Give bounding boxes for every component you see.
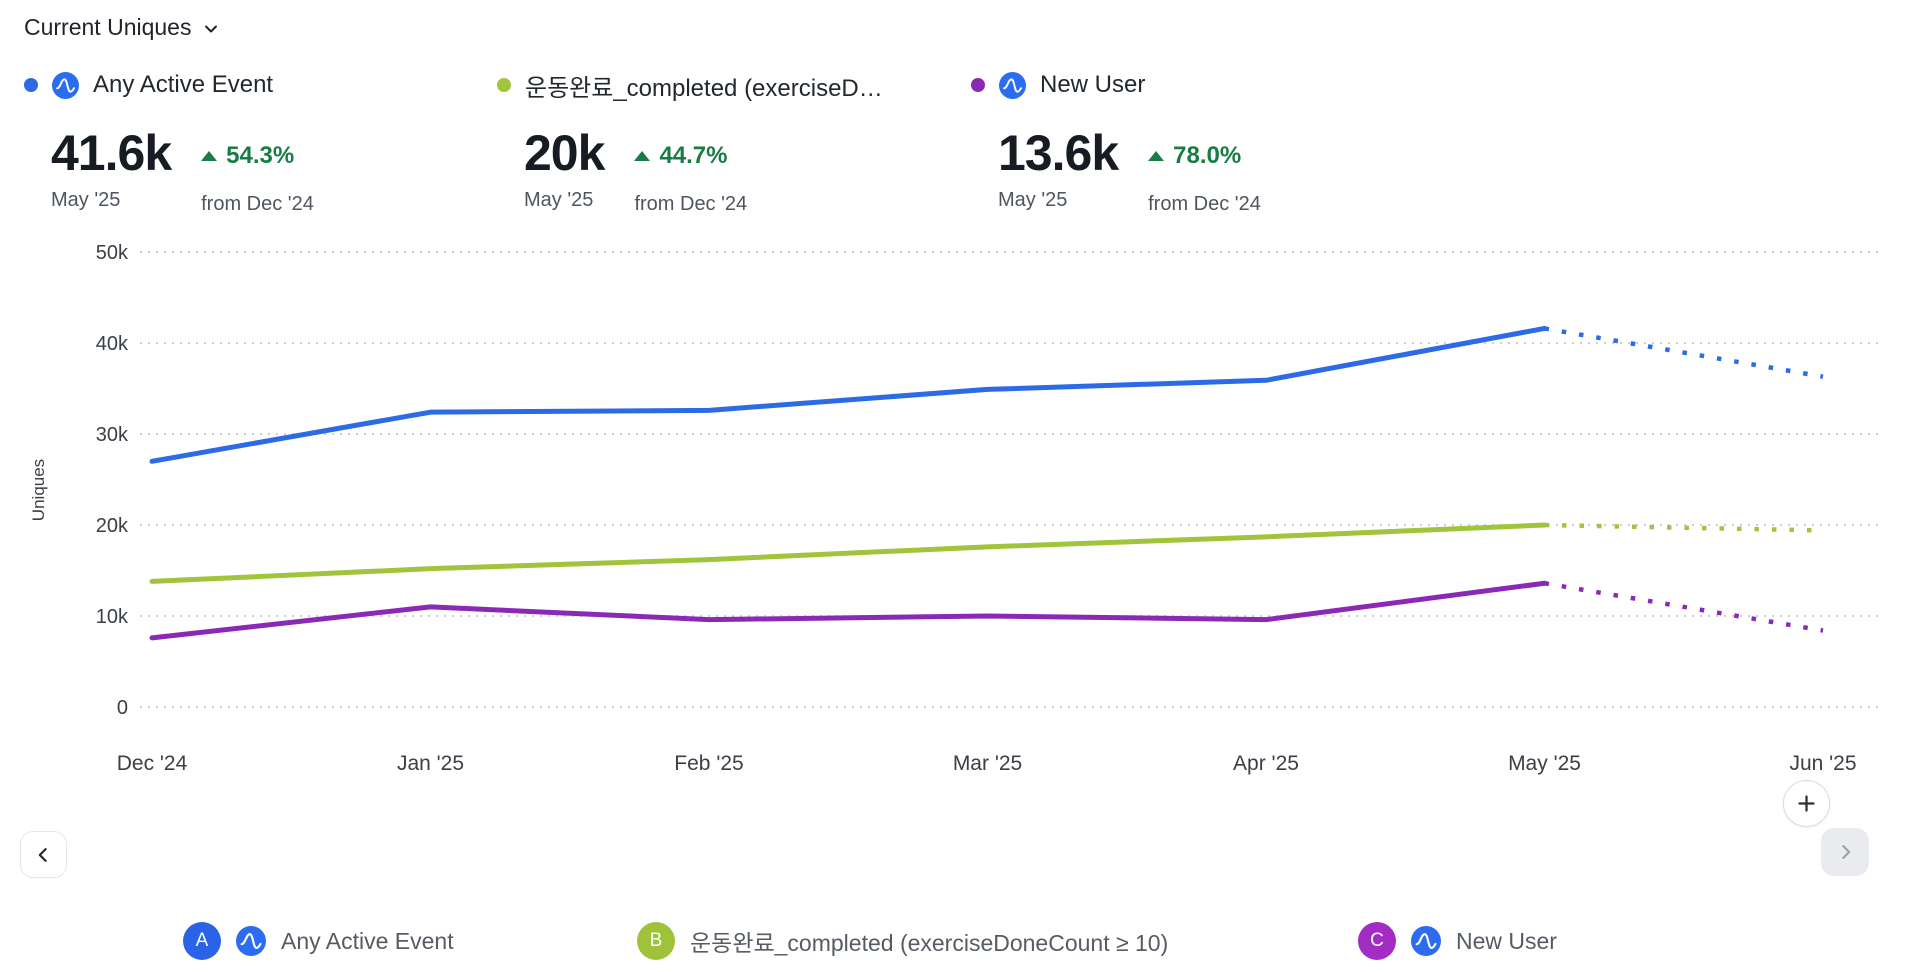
chevron-down-icon: [205, 25, 218, 33]
x-tick-label: Feb '25: [674, 752, 743, 775]
trend-up-icon: [1148, 151, 1165, 161]
metric-delta-value: 54.3%: [226, 142, 295, 169]
metric-delta: 54.3%: [201, 141, 314, 171]
metric-value: 13.6k: [998, 125, 1119, 181]
y-tick-label: 10k: [96, 606, 129, 628]
legend-label: New User: [1456, 927, 1557, 954]
metric-compare: from Dec '24: [1148, 193, 1261, 215]
legend-item-new-user[interactable]: C New User: [1358, 922, 1557, 960]
y-tick-label: 50k: [96, 242, 129, 264]
metric-period: May '25: [998, 189, 1068, 211]
metric-period: May '25: [51, 189, 121, 211]
metric-value: 41.6k: [51, 125, 172, 181]
chevron-left-icon: [38, 847, 47, 862]
series-color-dot: [497, 78, 511, 92]
x-tick-label: Jan '25: [397, 752, 464, 775]
metric-compare: from Dec '24: [634, 193, 748, 215]
metric-card-title-row[interactable]: New User: [971, 70, 1261, 100]
metric-title: New User: [1040, 71, 1146, 98]
amplitude-logo-icon: [999, 71, 1026, 99]
legend-label: 운동완료_completed (exerciseDoneCount ≥ 10): [690, 930, 1169, 956]
metric-delta: 44.7%: [634, 141, 747, 171]
legend-badge-a: A: [183, 922, 221, 960]
y-tick-label: 40k: [96, 333, 129, 355]
series-projection-any-active-event[interactable]: [1544, 326, 1824, 379]
metric-delta-value: 78.0%: [1173, 142, 1242, 169]
x-tick-label: Apr '25: [1233, 752, 1299, 775]
legend-item-exercise-completed[interactable]: B 운동완료_completed (exerciseDoneCount ≥ 10…: [637, 922, 1168, 960]
metric-title: Any Active Event: [93, 71, 274, 98]
add-button[interactable]: [1783, 780, 1830, 827]
scroll-left-button[interactable]: [20, 831, 67, 878]
metric-delta-value: 44.7%: [659, 142, 728, 169]
metric-type-label: Current Uniques: [24, 14, 192, 40]
metric-type-dropdown[interactable]: Current Uniques: [24, 14, 221, 41]
metric-card-any-active-event[interactable]: Any Active Event 41.6k May '25 54.3% fro…: [24, 70, 314, 218]
series-line-new-user[interactable]: [149, 580, 1547, 641]
x-tick-label: Dec '24: [117, 752, 188, 775]
metric-card-title-row[interactable]: Any Active Event: [24, 70, 314, 100]
legend-label: Any Active Event: [281, 927, 454, 954]
legend-badge-c: C: [1358, 922, 1396, 960]
y-tick-label: 20k: [96, 515, 129, 537]
chevron-right-icon: [1842, 845, 1851, 859]
metric-compare: from Dec '24: [201, 193, 314, 215]
trend-up-icon: [634, 151, 651, 161]
series-projection-new-user[interactable]: [1544, 581, 1824, 633]
uniques-line-chart[interactable]: 0 10k 20k 30k 40k 50k Dec '24 Jan '25 Feb '25 Mar…: [0, 190, 1906, 800]
series-line-any-active-event[interactable]: [149, 325, 1547, 464]
series-color-dot: [971, 78, 985, 92]
x-tick-label: May '25: [1508, 752, 1581, 775]
series-line--completed-exercisedonecount-10-[interactable]: [149, 522, 1547, 584]
metric-card-title-row[interactable]: 운동완료_completed (exerciseD…: [497, 70, 883, 102]
trend-up-icon: [201, 151, 218, 161]
y-axis-label: Uniques: [29, 459, 48, 521]
x-tick-label: Mar '25: [953, 752, 1022, 775]
metric-period: May '25: [524, 189, 594, 211]
metric-card-exercise-completed[interactable]: 운동완료_completed (exerciseD… 20k May '25 4…: [497, 70, 883, 218]
x-tick-label: Jun '25: [1789, 752, 1856, 775]
plus-icon: [1798, 795, 1815, 812]
metric-title: 운동완료_completed (exerciseD…: [525, 74, 883, 102]
y-tick-label: 0: [117, 697, 128, 719]
series-color-dot: [24, 78, 38, 92]
legend-item-any-active-event[interactable]: A Any Active Event: [183, 922, 454, 960]
metric-card-new-user[interactable]: New User 13.6k May '25 78.0% from Dec '2…: [971, 70, 1261, 218]
amplitude-logo-icon: [1411, 926, 1441, 956]
y-tick-label: 30k: [96, 424, 129, 446]
scroll-right-button[interactable]: [1821, 828, 1869, 876]
metric-value: 20k: [524, 125, 605, 181]
metric-delta: 78.0%: [1148, 141, 1261, 171]
amplitude-logo-icon: [52, 71, 79, 99]
amplitude-logo-icon: [236, 926, 266, 956]
legend-badge-b: B: [637, 922, 675, 960]
